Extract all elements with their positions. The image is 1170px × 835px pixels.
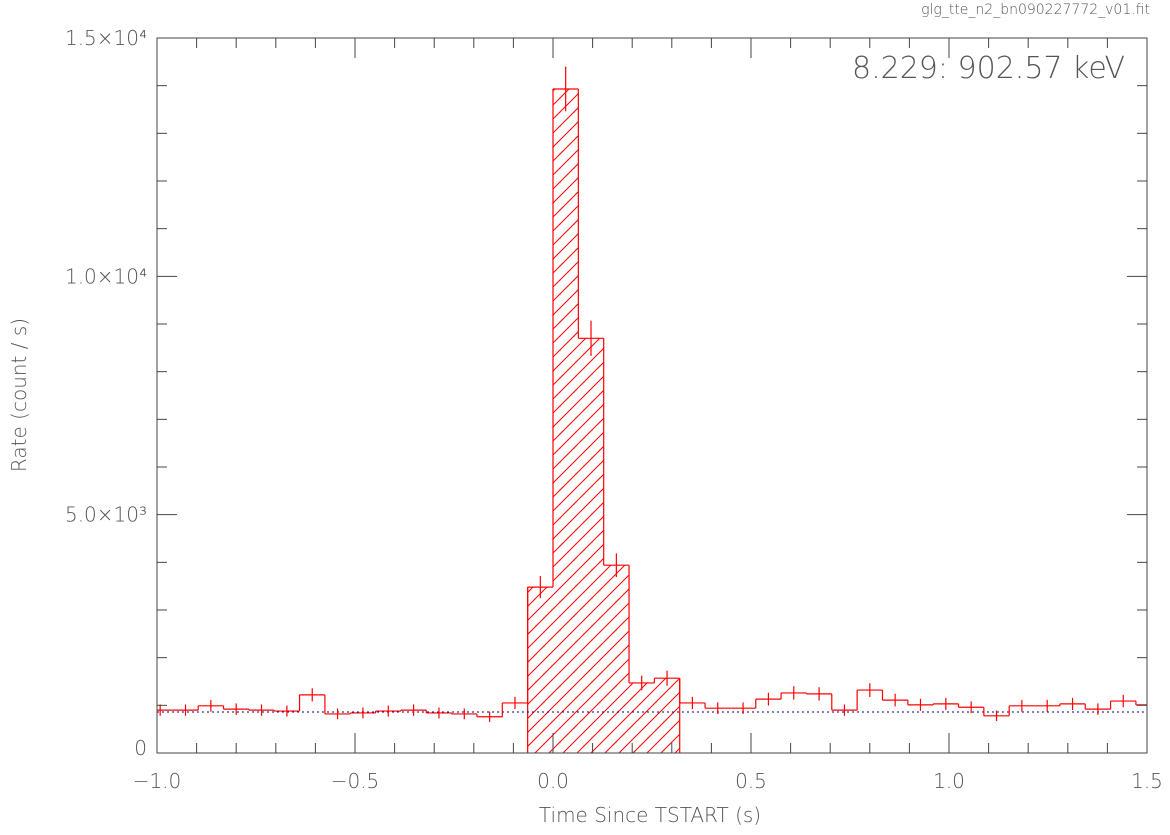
x-tick-label: −1.0 [133,769,182,793]
hatched-bar [578,338,604,753]
y-tick-label: 0 [134,736,147,760]
energy-annotation: 8.229: 902.57 keV [852,51,1125,86]
y-tick-label: 1.0×10⁴ [65,264,147,288]
plot-frame [156,37,1148,754]
x-tick-label: 0.0 [537,769,569,793]
x-axis-title: Time Since TSTART (s) [539,803,761,827]
hatched-bar [553,89,579,753]
hatched-bar [527,587,553,753]
x-tick-label: −0.5 [331,769,380,793]
file-label: glg_tte_n2_bn090227772_v01.fit [921,2,1150,18]
y-tick-label: 5.0×10³ [65,503,147,527]
x-tick-label: 0.5 [735,769,767,793]
hatched-bar [654,678,680,753]
plot-area [157,66,1147,753]
x-tick-label: 1.0 [933,769,965,793]
y-axis-title: Rate (count / s) [7,318,31,472]
hatched-bar [603,565,630,753]
x-tick-label: 1.5 [1131,769,1163,793]
hatched-bar [629,682,655,753]
y-tick-label: 1.5×10⁴ [65,26,147,50]
